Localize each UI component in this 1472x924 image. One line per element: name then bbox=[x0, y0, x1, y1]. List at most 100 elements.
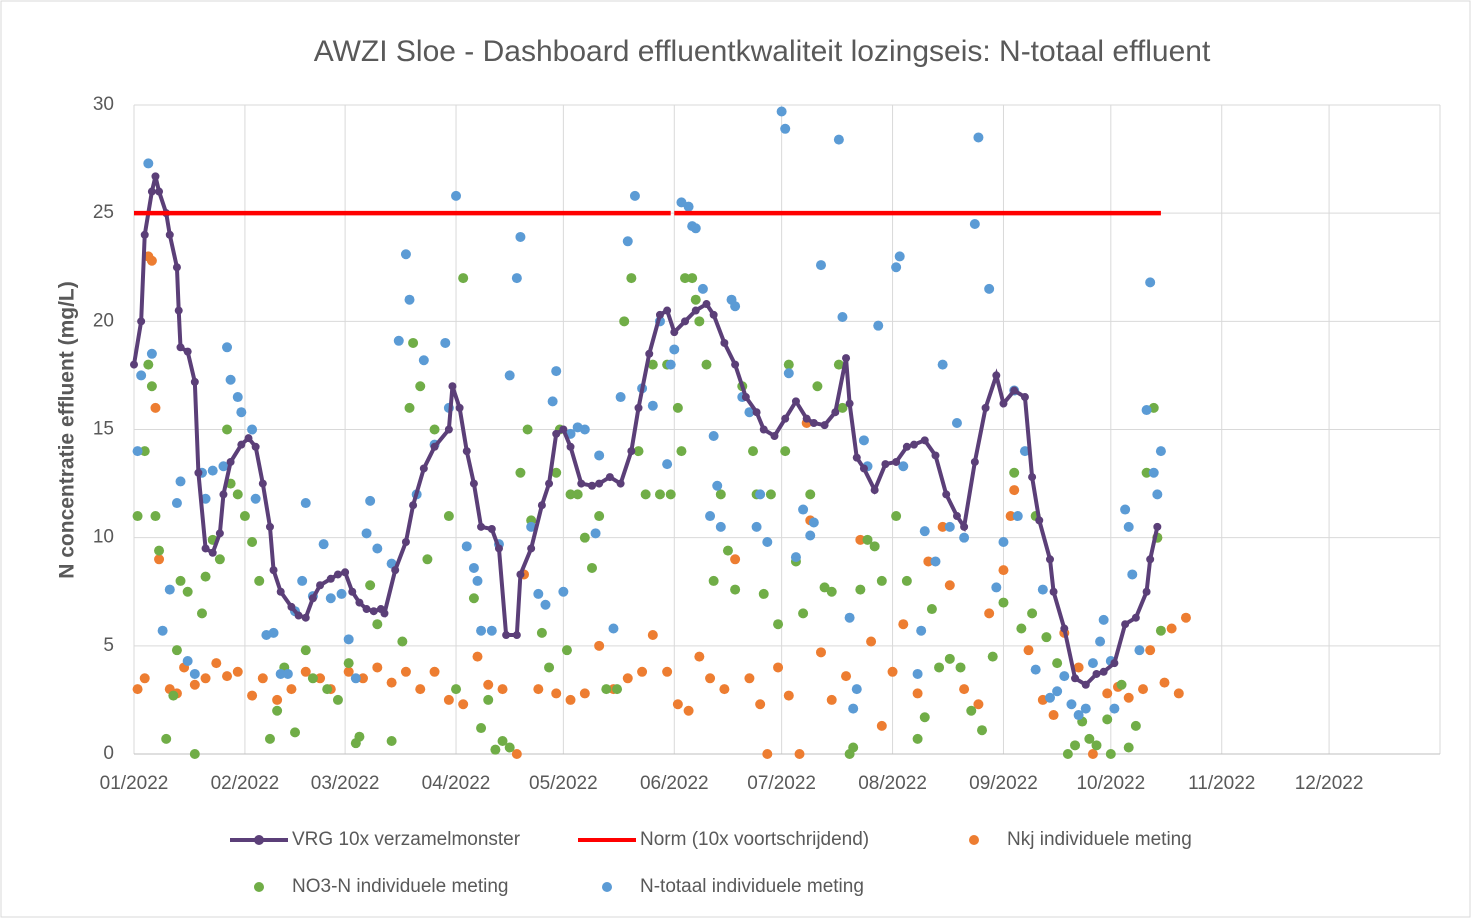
line-marker bbox=[709, 310, 718, 319]
line-marker bbox=[362, 605, 371, 614]
scatter-point bbox=[1048, 710, 1059, 721]
line-marker bbox=[920, 436, 929, 445]
scatter-point bbox=[848, 742, 859, 753]
scatter-point bbox=[594, 450, 605, 461]
line-marker bbox=[1146, 555, 1155, 564]
scatter-point bbox=[282, 668, 293, 679]
scatter-point bbox=[1145, 277, 1156, 288]
scatter-point bbox=[143, 158, 154, 169]
scatter-point bbox=[171, 498, 182, 509]
scatter-point bbox=[150, 511, 161, 522]
line-marker bbox=[1045, 555, 1054, 564]
scatter-point bbox=[468, 593, 479, 604]
scatter-point bbox=[526, 521, 537, 532]
scatter-point bbox=[247, 690, 258, 701]
scatter-point bbox=[715, 521, 726, 532]
scatter-point bbox=[300, 666, 311, 677]
scatter-point bbox=[647, 359, 658, 370]
scatter-point bbox=[504, 742, 515, 753]
line-marker bbox=[1049, 587, 1058, 596]
line-marker bbox=[820, 421, 829, 430]
line-marker bbox=[1081, 680, 1090, 689]
scatter-point bbox=[218, 461, 229, 472]
line-marker bbox=[781, 414, 790, 423]
line-marker bbox=[1010, 386, 1019, 395]
scatter-point bbox=[594, 640, 605, 651]
scatter-point bbox=[1173, 688, 1184, 699]
scatter-point bbox=[647, 630, 658, 641]
line-marker bbox=[1131, 613, 1140, 622]
scatter-point bbox=[1044, 692, 1055, 703]
scatter-point bbox=[168, 690, 179, 701]
scatter-point bbox=[297, 575, 308, 586]
line-marker bbox=[802, 414, 811, 423]
scatter-point bbox=[139, 446, 150, 457]
x-tick-label: 05/2022 bbox=[529, 773, 598, 794]
scatter-point bbox=[930, 556, 941, 567]
scatter-point bbox=[1009, 467, 1020, 478]
scatter-point bbox=[837, 312, 848, 323]
scatter-point bbox=[272, 694, 283, 705]
scatter-point bbox=[708, 430, 719, 441]
scatter-point bbox=[1155, 625, 1166, 636]
line-marker bbox=[455, 403, 464, 412]
line-marker bbox=[444, 425, 453, 434]
scatter-point bbox=[1012, 511, 1023, 522]
y-tick-label: 30 bbox=[93, 94, 114, 115]
scatter-point bbox=[254, 575, 265, 586]
scatter-point bbox=[565, 489, 576, 500]
scatter-point bbox=[1041, 632, 1052, 643]
scatter-point bbox=[755, 489, 766, 500]
legend-label: NO3-N individuele meting bbox=[292, 876, 509, 897]
line-marker bbox=[174, 306, 183, 315]
scatter-point bbox=[551, 467, 562, 478]
y-tick-label: 20 bbox=[93, 310, 114, 331]
scatter-point bbox=[196, 608, 207, 619]
line-marker bbox=[952, 512, 961, 521]
scatter-point bbox=[1084, 733, 1095, 744]
scatter-point bbox=[350, 673, 361, 684]
scatter-point bbox=[461, 541, 472, 552]
scatter-point bbox=[572, 489, 583, 500]
scatter-point bbox=[365, 580, 376, 591]
scatter-point bbox=[676, 446, 687, 457]
scatter-point bbox=[1087, 749, 1098, 759]
scatter-point bbox=[483, 694, 494, 705]
scatter-point bbox=[132, 511, 143, 522]
scatter-point bbox=[343, 634, 354, 645]
scatter-point bbox=[683, 201, 694, 212]
scatter-point bbox=[805, 489, 816, 500]
scatter-point bbox=[264, 733, 275, 744]
line-marker bbox=[430, 442, 439, 451]
line-marker bbox=[902, 442, 911, 451]
scatter-point bbox=[451, 684, 462, 695]
line-marker bbox=[369, 607, 378, 616]
scatter-point bbox=[629, 190, 640, 201]
scatter-point bbox=[386, 736, 397, 747]
scatter-point bbox=[833, 134, 844, 145]
scatter-point bbox=[418, 355, 429, 366]
line-marker bbox=[308, 594, 317, 603]
scatter-point bbox=[594, 511, 605, 522]
scatter-point bbox=[612, 684, 623, 695]
scatter-point bbox=[547, 396, 558, 407]
scatter-point bbox=[819, 582, 830, 593]
line-marker bbox=[165, 230, 174, 239]
scatter-point bbox=[154, 554, 165, 565]
scatter-point bbox=[561, 645, 572, 656]
scatter-point bbox=[608, 623, 619, 634]
scatter-point bbox=[794, 749, 805, 759]
scatter-point bbox=[730, 554, 741, 565]
scatter-point bbox=[937, 359, 948, 370]
scatter-point bbox=[973, 699, 984, 710]
y-tick-label: 5 bbox=[103, 635, 114, 656]
scatter-point bbox=[1087, 658, 1098, 669]
scatter-point bbox=[762, 749, 773, 759]
line-marker bbox=[852, 453, 861, 462]
scatter-point bbox=[876, 720, 887, 731]
line-marker bbox=[502, 631, 511, 640]
legend-label: Nkj individuele meting bbox=[1007, 829, 1192, 850]
scatter-point bbox=[422, 554, 433, 565]
scatter-point bbox=[504, 370, 515, 381]
scatter-point bbox=[898, 461, 909, 472]
